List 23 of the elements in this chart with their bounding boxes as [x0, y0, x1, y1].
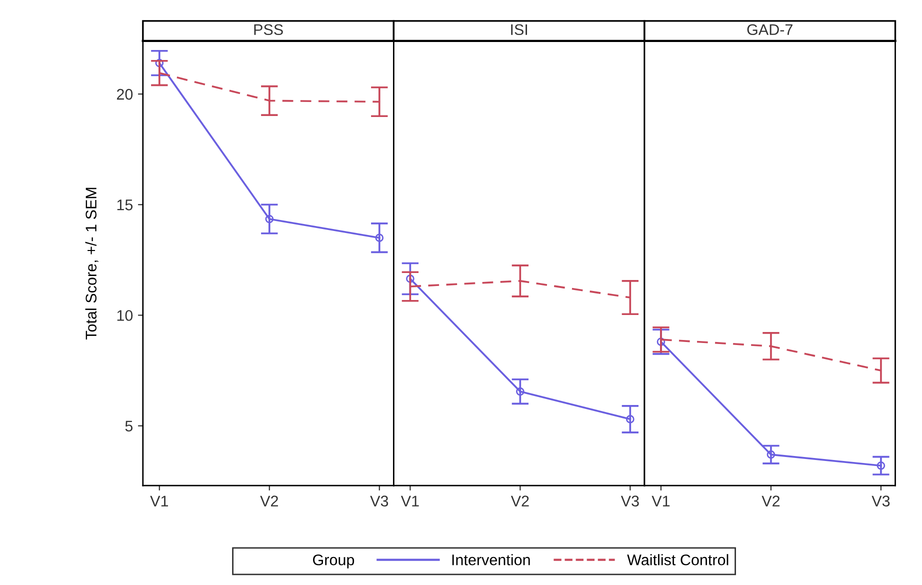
x-tick-label: V1 — [150, 496, 168, 506]
point — [375, 234, 384, 242]
x-tick-label: V3 — [620, 496, 639, 506]
y-tick-label: 10 — [117, 310, 133, 321]
x-tick-label: V3 — [370, 496, 388, 506]
chart-title: GAD-7 — [747, 24, 792, 36]
chart-title: ISI — [511, 24, 528, 36]
y-tick-label: 20 — [116, 88, 133, 100]
chart-title: PSS — [254, 24, 283, 36]
x-tick-label: V3 — [872, 496, 890, 506]
x-tick-label: V1 — [652, 496, 670, 506]
y-tick-label: 5 — [125, 420, 133, 432]
point — [265, 214, 274, 224]
point — [155, 58, 164, 68]
y-tick-label: 15 — [117, 200, 133, 210]
legend-label: Waitlist Control — [627, 554, 728, 566]
x-tick-label: V2 — [762, 496, 780, 506]
x-tick-label: V2 — [260, 496, 278, 506]
legend-label: Intervention — [452, 554, 530, 566]
legend-title: Group — [313, 554, 354, 568]
x-tick-label: V1 — [400, 496, 419, 506]
x-tick-label: V2 — [510, 496, 529, 506]
y-axis-title: Total Score, +/- 1 SEM — [85, 188, 98, 340]
